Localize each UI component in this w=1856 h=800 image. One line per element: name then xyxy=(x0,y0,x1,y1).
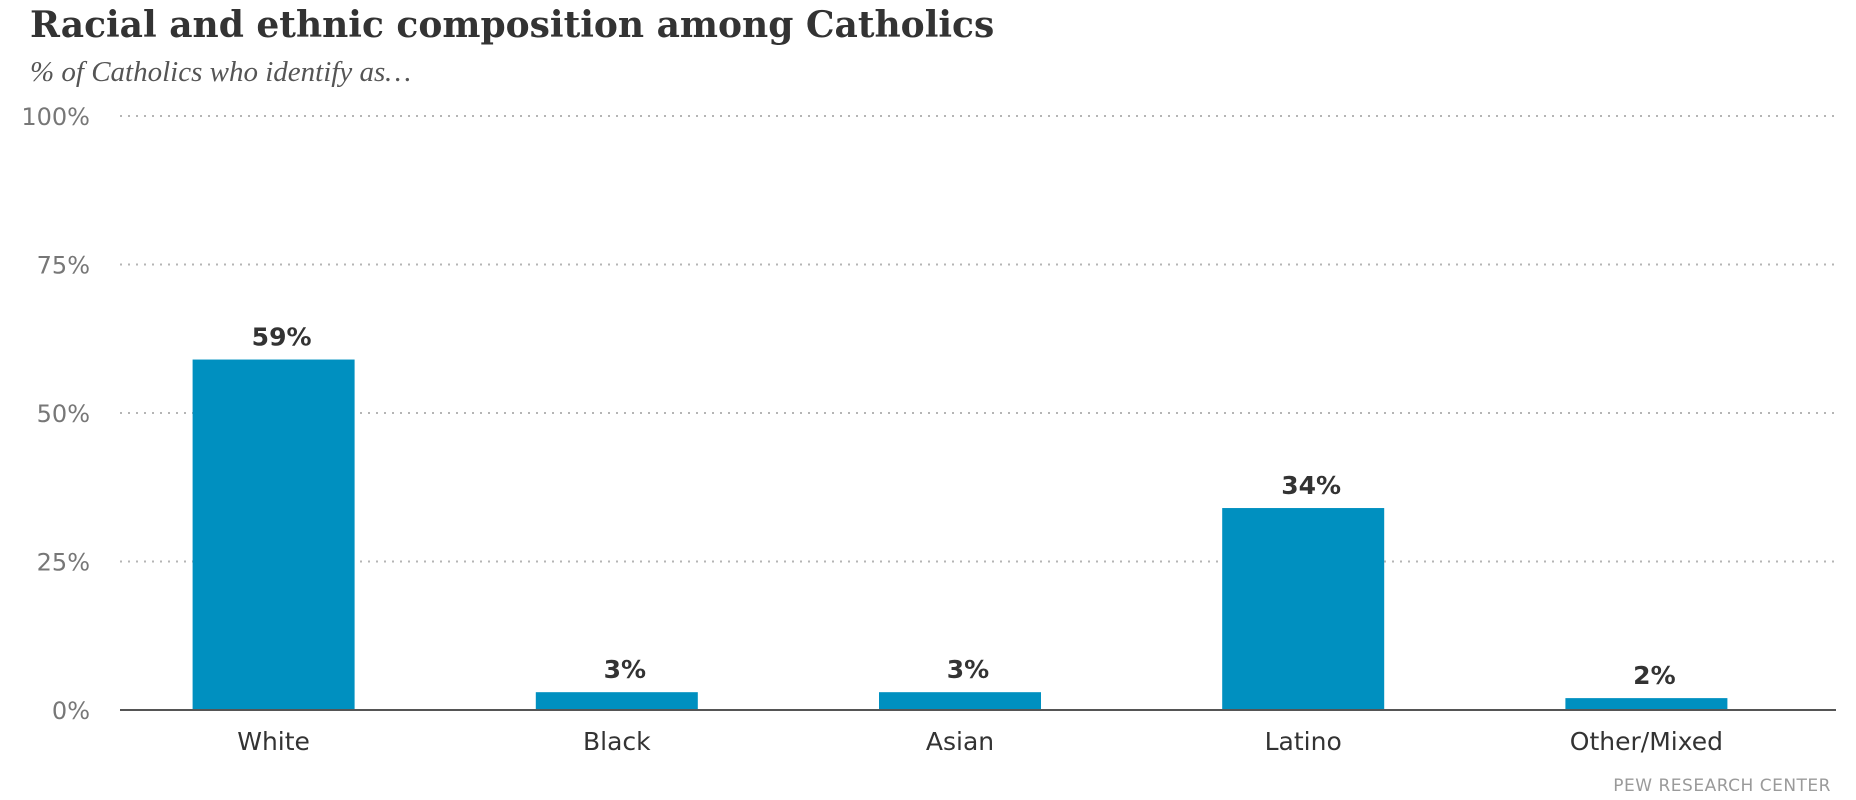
data-label: 59% xyxy=(252,323,312,352)
chart-title: Racial and ethnic composition among Cath… xyxy=(30,4,995,46)
data-label: 3% xyxy=(604,655,646,684)
data-label: 3% xyxy=(947,655,989,684)
bar-asian xyxy=(879,692,1041,710)
y-tick-label: 75% xyxy=(37,252,90,280)
data-label: 2% xyxy=(1633,661,1675,690)
bar-other-mixed xyxy=(1565,698,1728,710)
y-tick-label: 100% xyxy=(21,103,90,131)
x-tick-label: Latino xyxy=(1265,727,1342,756)
chart-subtitle: % of Catholics who identify as… xyxy=(30,56,412,88)
x-tick-label: White xyxy=(237,727,310,756)
data-label: 34% xyxy=(1281,471,1341,500)
bar-latino xyxy=(1222,508,1385,710)
x-tick-label: Other/Mixed xyxy=(1570,727,1723,756)
y-tick-label: 0% xyxy=(52,697,90,725)
y-tick-label: 50% xyxy=(37,400,90,428)
source-credit: PEW RESEARCH CENTER xyxy=(1613,776,1831,796)
x-tick-label: Black xyxy=(583,727,651,756)
bar-white xyxy=(192,359,355,710)
bar-black xyxy=(535,692,698,710)
x-tick-label: Asian xyxy=(926,727,994,756)
y-tick-label: 25% xyxy=(37,549,90,577)
